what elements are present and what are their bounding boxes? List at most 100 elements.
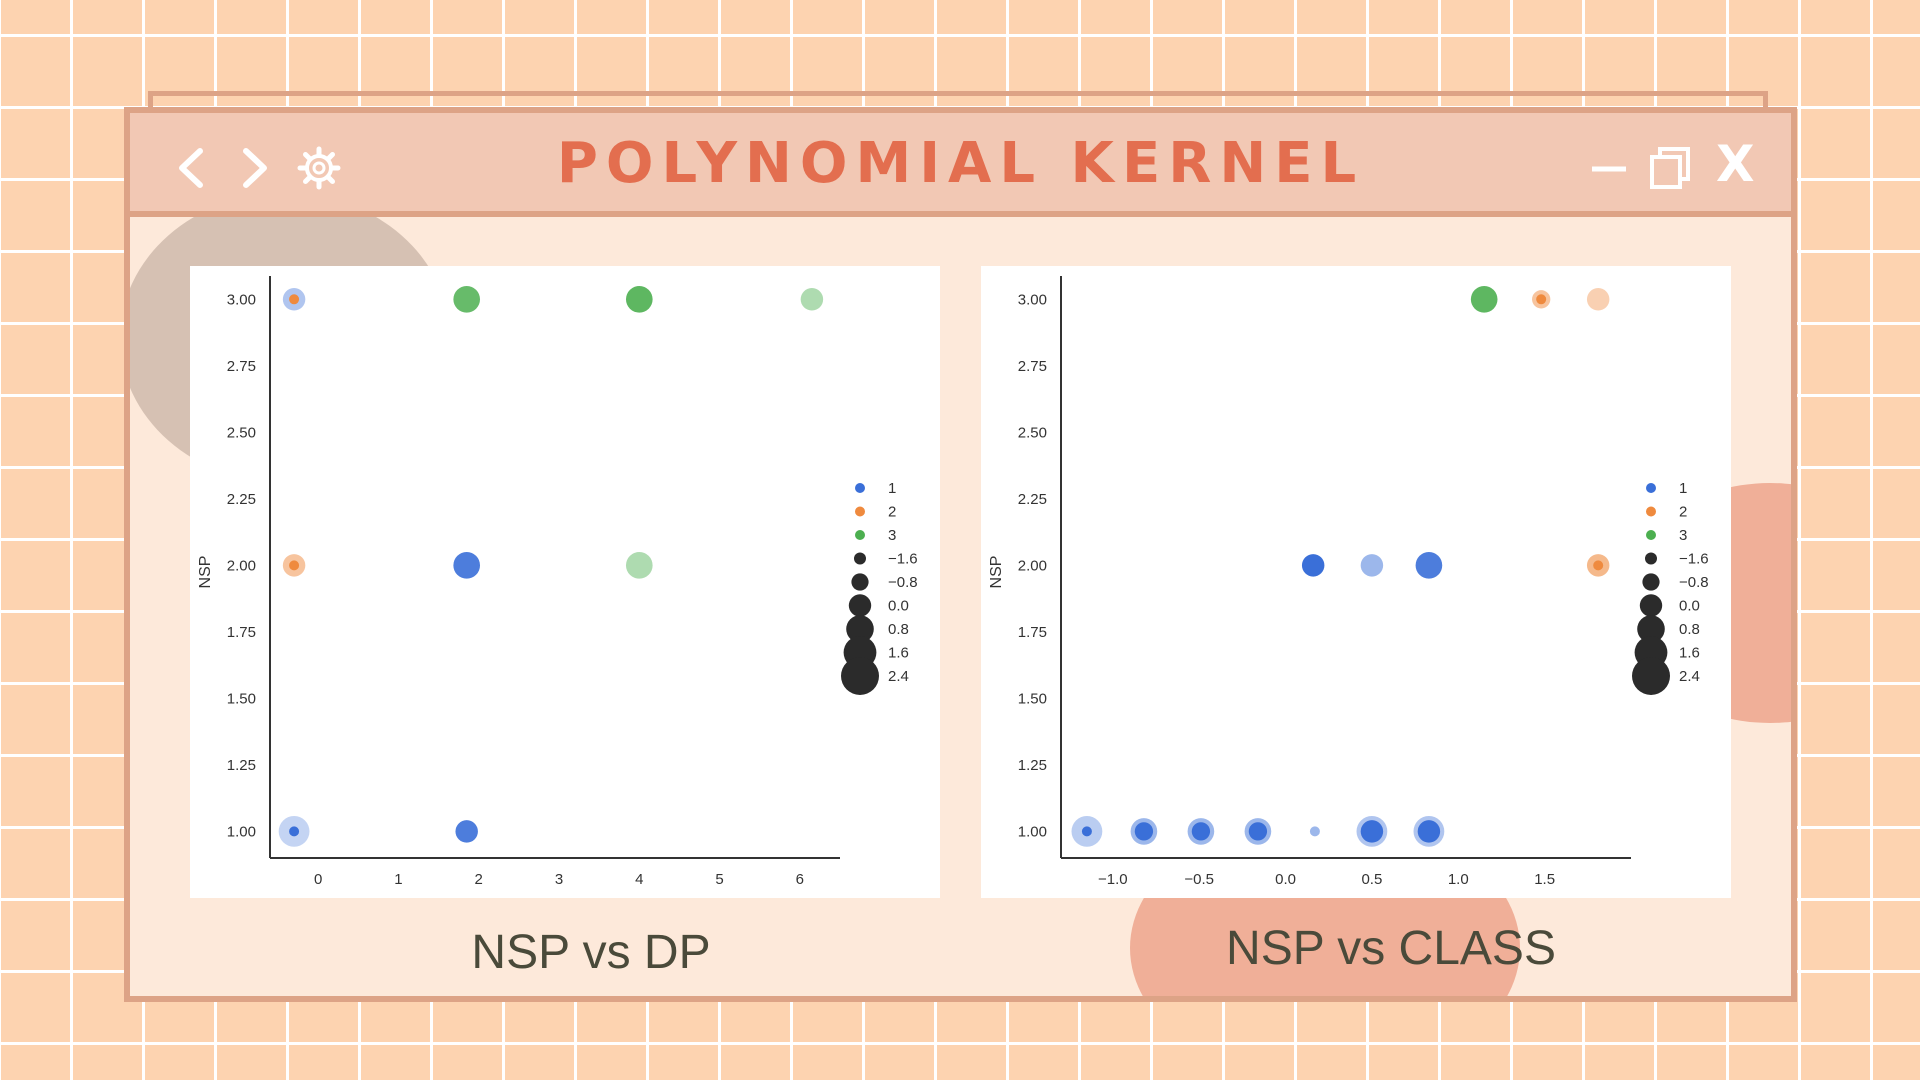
x-tick-label: 0.5 (1361, 871, 1382, 888)
y-tick-label: 3.00 (227, 291, 256, 308)
x-tick-label: 1 (394, 871, 402, 888)
scatter-point (1309, 826, 1320, 837)
scatter-point (289, 826, 300, 837)
legend-marker (1646, 530, 1656, 540)
y-tick-label: 2.75 (1018, 358, 1047, 375)
legend-size-marker (1639, 594, 1663, 617)
close-icon[interactable]: X (1716, 135, 1755, 193)
y-tick-label: 1.75 (1018, 624, 1047, 641)
y-tick-label: 1.50 (227, 690, 256, 707)
scatter-point (1536, 294, 1547, 305)
settings-icon[interactable] (294, 143, 344, 193)
y-tick-label: 2.25 (227, 491, 256, 508)
scatter-point (1360, 820, 1384, 843)
scatter-point (289, 560, 300, 571)
y-tick-label: 1.75 (227, 624, 256, 641)
scatter-point (453, 552, 481, 579)
chart-nsp-vs-dp: 1.00 1.25 1.50 1.75 2.00 2.25 2.50 2.75 3.00 0 1 2 3… (190, 266, 940, 898)
legend-size-label: 0.0 (1679, 598, 1700, 615)
x-tick-label: 6 (796, 871, 804, 888)
scatter-point (1470, 285, 1498, 313)
legend-size-marker (851, 573, 869, 591)
legend-size-marker (841, 657, 879, 695)
x-tick-label: 1.5 (1534, 871, 1555, 888)
x-tick-label: −0.5 (1184, 871, 1214, 888)
maximize-icon[interactable] (1646, 143, 1696, 193)
scatter-point (625, 285, 653, 313)
y-tick-label: 2.50 (227, 424, 256, 441)
legend-size-label: 0.8 (888, 621, 909, 638)
scatter-point (1417, 820, 1441, 843)
y-tick-label: 2.75 (227, 358, 256, 375)
legend-size-label: −0.8 (1679, 574, 1709, 591)
forward-icon[interactable] (230, 143, 280, 193)
x-tick-label: 3 (555, 871, 563, 888)
legend-marker (1646, 483, 1656, 493)
caption-right: NSP vs CLASS (1226, 922, 1556, 975)
y-axis-label: NSP (988, 556, 1005, 589)
x-tick-label: 0.0 (1275, 871, 1296, 888)
back-icon[interactable] (168, 143, 218, 193)
scatter-point (1360, 554, 1384, 577)
legend-size-label: −0.8 (888, 574, 918, 591)
y-tick-label: 3.00 (1018, 291, 1047, 308)
x-tick-label: 1.0 (1448, 871, 1469, 888)
legend-label: 2 (1679, 504, 1687, 521)
legend-size-label: 1.6 (1679, 645, 1700, 662)
title-bar: POLYNOMIAL KERNEL X (130, 113, 1791, 217)
x-tick-label: −1.0 (1098, 871, 1128, 888)
scatter-point (455, 820, 478, 843)
y-tick-label: 1.25 (227, 757, 256, 774)
scatter-point (289, 294, 300, 305)
x-tick-label: 0 (314, 871, 322, 888)
legend-size-marker (848, 594, 872, 617)
legend-size-label: −1.6 (888, 551, 918, 568)
legend-size-marker (1632, 657, 1670, 695)
chart-nsp-vs-class: 1.00 1.25 1.50 1.75 2.00 2.25 2.50 2.75 3.00 −1.0… (981, 266, 1731, 898)
x-tick-label: 4 (635, 871, 643, 888)
minimize-icon[interactable] (1586, 143, 1636, 193)
y-tick-label: 2.00 (227, 557, 256, 574)
y-tick-label: 1.50 (1018, 690, 1047, 707)
legend-label: 1 (1679, 480, 1687, 497)
app-window: POLYNOMIAL KERNEL X 1.00 1.25 1.50 1.75 2.00… (124, 107, 1797, 1002)
legend-size-label: 1.6 (888, 645, 909, 662)
legend-size-label: 0.8 (1679, 621, 1700, 638)
legend-label: 3 (888, 527, 896, 544)
y-axis-label: NSP (197, 556, 214, 589)
y-tick-label: 2.50 (1018, 424, 1047, 441)
y-tick-label: 1.00 (1018, 823, 1047, 840)
legend-size-marker (1645, 552, 1657, 565)
scatter-point (1301, 554, 1325, 577)
legend-size-label: −1.6 (1679, 551, 1709, 568)
legend-size-marker (1637, 615, 1665, 643)
scatter-point (1415, 552, 1443, 579)
scatter-point (453, 285, 481, 313)
scatter-point (625, 552, 653, 579)
chart-svg: 1.00 1.25 1.50 1.75 2.00 2.25 2.50 2.75 3.00 0 1 2 3… (197, 276, 918, 888)
x-tick-label: 2 (475, 871, 483, 888)
y-tick-label: 2.00 (1018, 557, 1047, 574)
legend-size-marker (854, 552, 866, 565)
legend-size-marker (1642, 573, 1660, 591)
scatter-point (800, 288, 824, 311)
legend-label: 3 (1679, 527, 1687, 544)
scatter-point (1081, 826, 1092, 837)
y-tick-label: 1.25 (1018, 757, 1047, 774)
legend-marker (855, 506, 865, 517)
legend-label: 1 (888, 480, 896, 497)
y-tick-label: 1.00 (227, 823, 256, 840)
scatter-point (1586, 288, 1610, 311)
legend-size-label: 2.4 (1679, 668, 1700, 685)
scatter-point (1134, 822, 1154, 841)
y-tick-label: 2.25 (1018, 491, 1047, 508)
scatter-point (1248, 822, 1268, 841)
legend-size-label: 0.0 (888, 598, 909, 615)
legend-size-label: 2.4 (888, 668, 909, 685)
legend-label: 2 (888, 504, 896, 521)
x-tick-label: 5 (715, 871, 723, 888)
scatter-point (1191, 822, 1211, 841)
legend-marker (1646, 506, 1656, 517)
caption-left: NSP vs DP (471, 926, 711, 979)
legend-marker (855, 530, 865, 540)
